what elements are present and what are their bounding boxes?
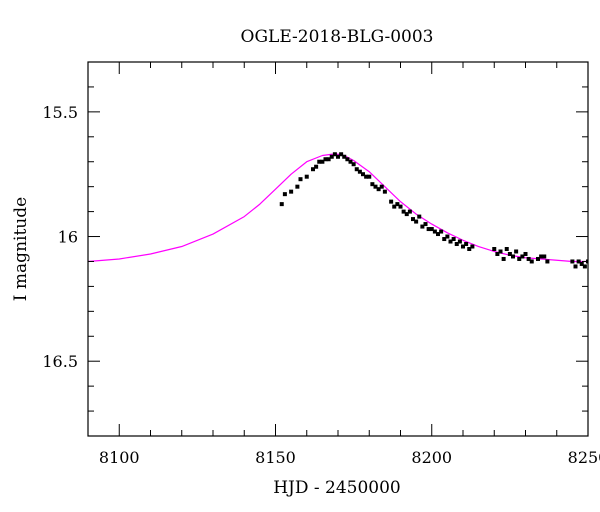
- data-point: [304, 174, 309, 179]
- x-tick-label: 8250: [568, 448, 600, 467]
- data-point: [573, 264, 578, 269]
- data-point: [454, 242, 459, 247]
- tick-layer: [87, 61, 589, 437]
- data-point: [407, 209, 412, 214]
- data-point: [576, 259, 581, 264]
- data-point: [382, 189, 387, 194]
- data-point: [542, 254, 547, 259]
- data-point: [379, 184, 384, 189]
- chart-title: OGLE-2018-BLG-0003: [241, 27, 434, 47]
- data-point: [336, 154, 340, 159]
- data-point: [342, 154, 347, 159]
- data-point: [339, 152, 344, 157]
- data-point: [520, 254, 525, 259]
- data-point: [426, 227, 431, 232]
- data-point: [348, 159, 353, 164]
- data-point: [445, 234, 450, 239]
- data-point: [389, 199, 394, 204]
- data-point: [332, 152, 337, 157]
- data-point: [504, 247, 509, 251]
- model-curve: [88, 153, 588, 263]
- data-point: [392, 204, 397, 209]
- data-point: [357, 169, 362, 174]
- data-point: [367, 174, 372, 179]
- data-point: [401, 209, 406, 214]
- data-point: [545, 259, 550, 264]
- data-point: [470, 244, 475, 249]
- data-point: [439, 229, 444, 234]
- data-point: [579, 261, 584, 266]
- data-point: [436, 232, 440, 237]
- data-point: [442, 237, 447, 242]
- data-point: [398, 204, 403, 209]
- data-point: [514, 249, 519, 254]
- y-tick-label: 16.5: [42, 352, 78, 371]
- data-point: [570, 259, 575, 264]
- data-point: [451, 237, 456, 242]
- data-point: [536, 256, 540, 261]
- data-point: [298, 177, 303, 182]
- y-axis-label: I magnitude: [11, 197, 31, 301]
- data-point: [404, 212, 409, 217]
- data-point: [457, 239, 462, 244]
- data-point: [282, 192, 287, 197]
- data-point: [420, 224, 425, 229]
- y-tick-label: 16: [58, 228, 78, 247]
- data-point: [361, 172, 365, 177]
- data-point: [461, 244, 465, 249]
- data-point: [279, 202, 284, 207]
- data-point: [354, 167, 359, 172]
- data-point: [414, 219, 419, 224]
- data-point: [432, 229, 437, 234]
- x-tick-label: 8150: [255, 448, 296, 467]
- data-point: [395, 202, 400, 207]
- data-point: [295, 184, 300, 189]
- data-point: [498, 249, 503, 254]
- data-point: [507, 251, 512, 256]
- data-point: [423, 222, 428, 227]
- data-point: [345, 157, 350, 162]
- data-point: [326, 157, 331, 162]
- data-point: [376, 187, 381, 192]
- data-point: [501, 256, 506, 261]
- data-point: [317, 159, 322, 164]
- y-tick-label: 15.5: [42, 103, 78, 122]
- data-point: [448, 239, 453, 244]
- data-point: [467, 247, 472, 251]
- data-point: [492, 247, 497, 251]
- x-axis-label: HJD - 2450000: [273, 478, 401, 498]
- data-point: [582, 264, 587, 269]
- data-point: [539, 254, 544, 259]
- data-point: [464, 242, 469, 247]
- data-point: [523, 251, 528, 256]
- data-point: [411, 217, 415, 222]
- data-point: [517, 256, 522, 261]
- data-point: [511, 254, 515, 259]
- data-point: [373, 184, 378, 189]
- tick-label-layer: 8100 8150 8200 8250 15.5 16 16.5: [42, 103, 600, 467]
- data-point: [370, 182, 375, 187]
- data-point: [417, 214, 422, 219]
- data-point: [526, 256, 531, 261]
- series-layer: [88, 152, 588, 269]
- data-point: [364, 174, 369, 179]
- data-point: [320, 159, 325, 164]
- data-point: [311, 167, 315, 172]
- data-point: [529, 259, 534, 264]
- data-point: [289, 189, 294, 194]
- data-point: [314, 164, 319, 169]
- data-point: [429, 227, 434, 232]
- x-tick-label: 8200: [411, 448, 452, 467]
- data-point: [329, 154, 334, 159]
- plot-frame: [87, 61, 589, 437]
- x-tick-label: 8100: [99, 448, 140, 467]
- data-point: [351, 162, 356, 167]
- data-point: [323, 157, 328, 162]
- data-point: [495, 251, 500, 256]
